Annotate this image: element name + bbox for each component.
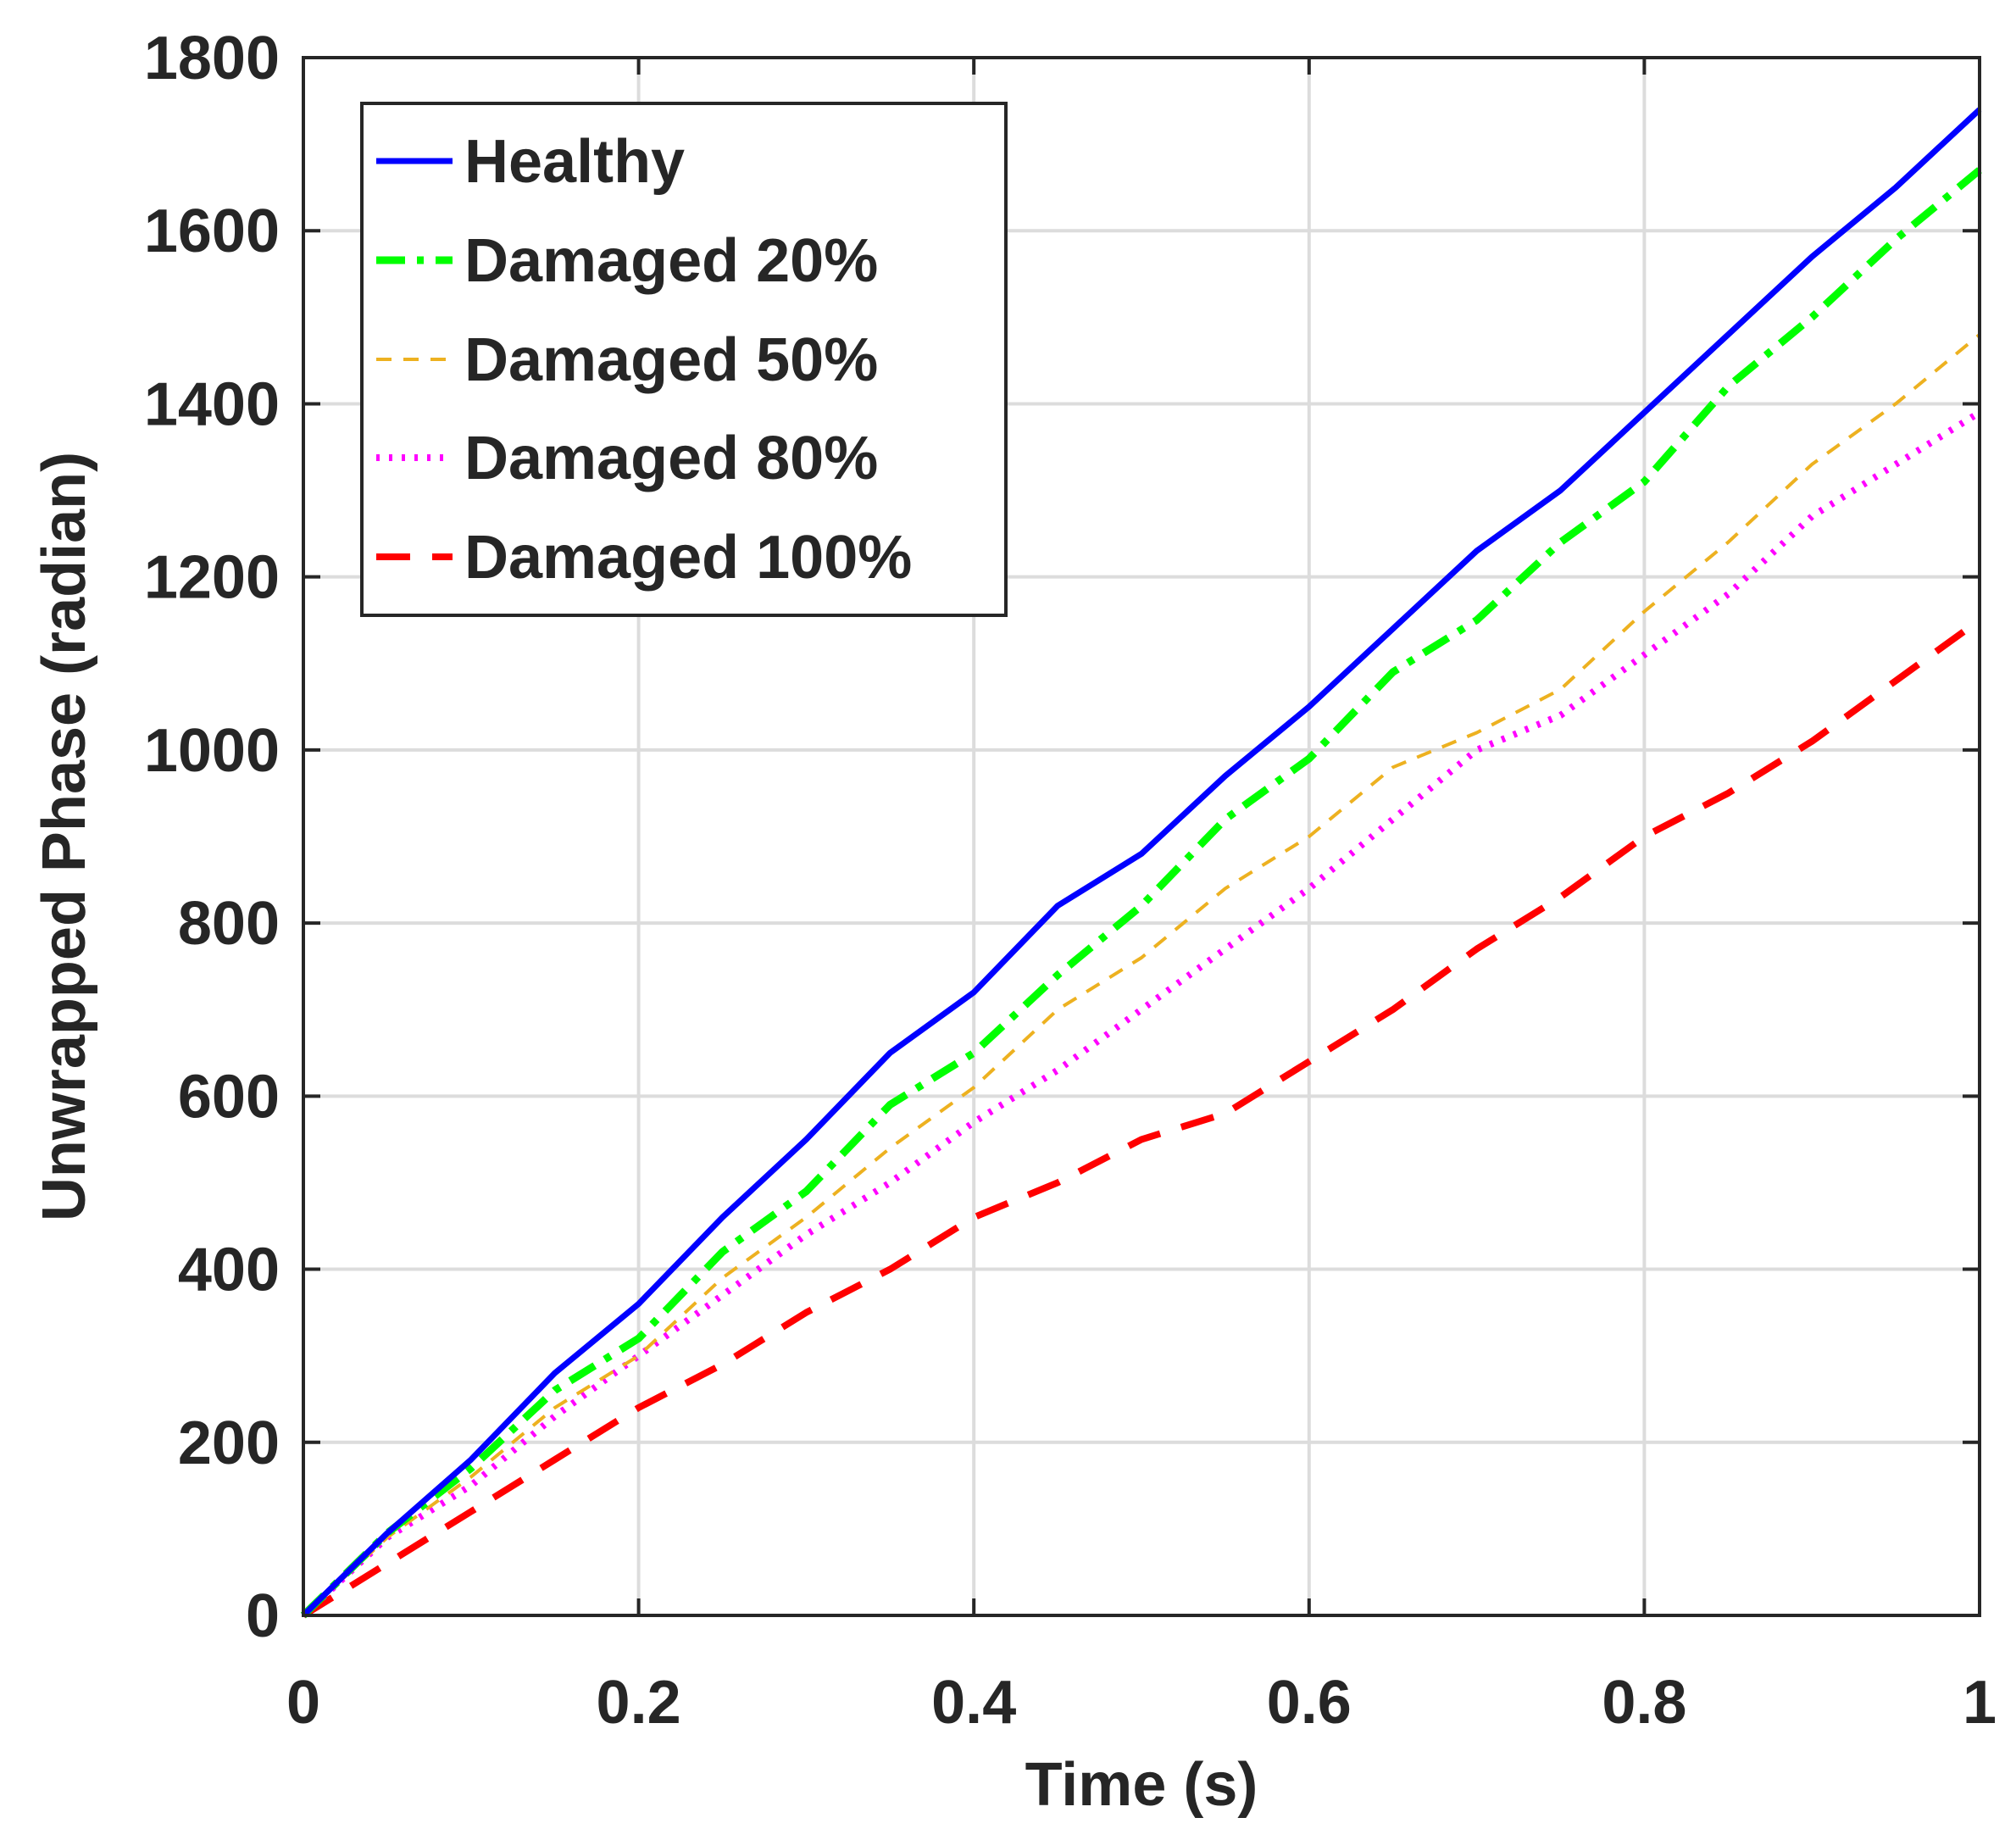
legend-label: Damaged 20% (464, 227, 878, 295)
y-tick-label: 0 (246, 1582, 280, 1650)
x-axis-label: Time (s) (1025, 1751, 1258, 1819)
plot-frame (302, 56, 1981, 1617)
y-tick-label: 1200 (144, 544, 280, 612)
x-tick-label: 0.4 (931, 1669, 1016, 1737)
x-tick-label: 0.2 (597, 1669, 681, 1737)
series-line-healthy (301, 107, 1982, 1618)
y-axis-label: Unwrapped Phase (radian) (31, 452, 98, 1221)
y-tick-label: 200 (178, 1409, 280, 1477)
y-gridlines (303, 229, 1980, 1444)
x-tick-label: 1 (1963, 1669, 1997, 1737)
x-tick-label: 0.8 (1602, 1669, 1686, 1737)
y-tick-label: 1600 (144, 197, 280, 265)
y-tick-label: 400 (178, 1237, 280, 1304)
series-line-damaged-20 (300, 167, 1982, 1619)
legend: Healthy Damaged 20% Damaged 50% Damaged 80%… (360, 102, 1008, 617)
y-tick-label: 1000 (144, 717, 280, 785)
y-tick-label: 800 (178, 890, 280, 958)
x-axis-ticks: 0 0.2 0.4 0.6 0.8 1 (286, 58, 1997, 1737)
y-tick-label: 1800 (144, 25, 280, 92)
x-tick-label: 0.6 (1267, 1669, 1352, 1737)
series-line-damaged-100 (301, 617, 1982, 1619)
y-tick-label: 1400 (144, 370, 280, 438)
y-axis-ticks: 0 200 400 600 800 1000 1200 1400 1600 1800 (144, 25, 1980, 1650)
series-lines (300, 107, 1982, 1619)
legend-box (360, 102, 1008, 617)
legend-label: Damaged 100% (464, 524, 912, 592)
x-tick-label: 0 (286, 1669, 320, 1737)
series-line-damaged-50 (302, 333, 1981, 1617)
series-line-damaged-80 (301, 409, 1982, 1618)
legend-label: Damaged 50% (464, 326, 878, 394)
y-tick-label: 600 (178, 1063, 280, 1131)
legend-label: Healthy (464, 128, 685, 196)
legend-label: Damaged 80% (464, 425, 878, 492)
